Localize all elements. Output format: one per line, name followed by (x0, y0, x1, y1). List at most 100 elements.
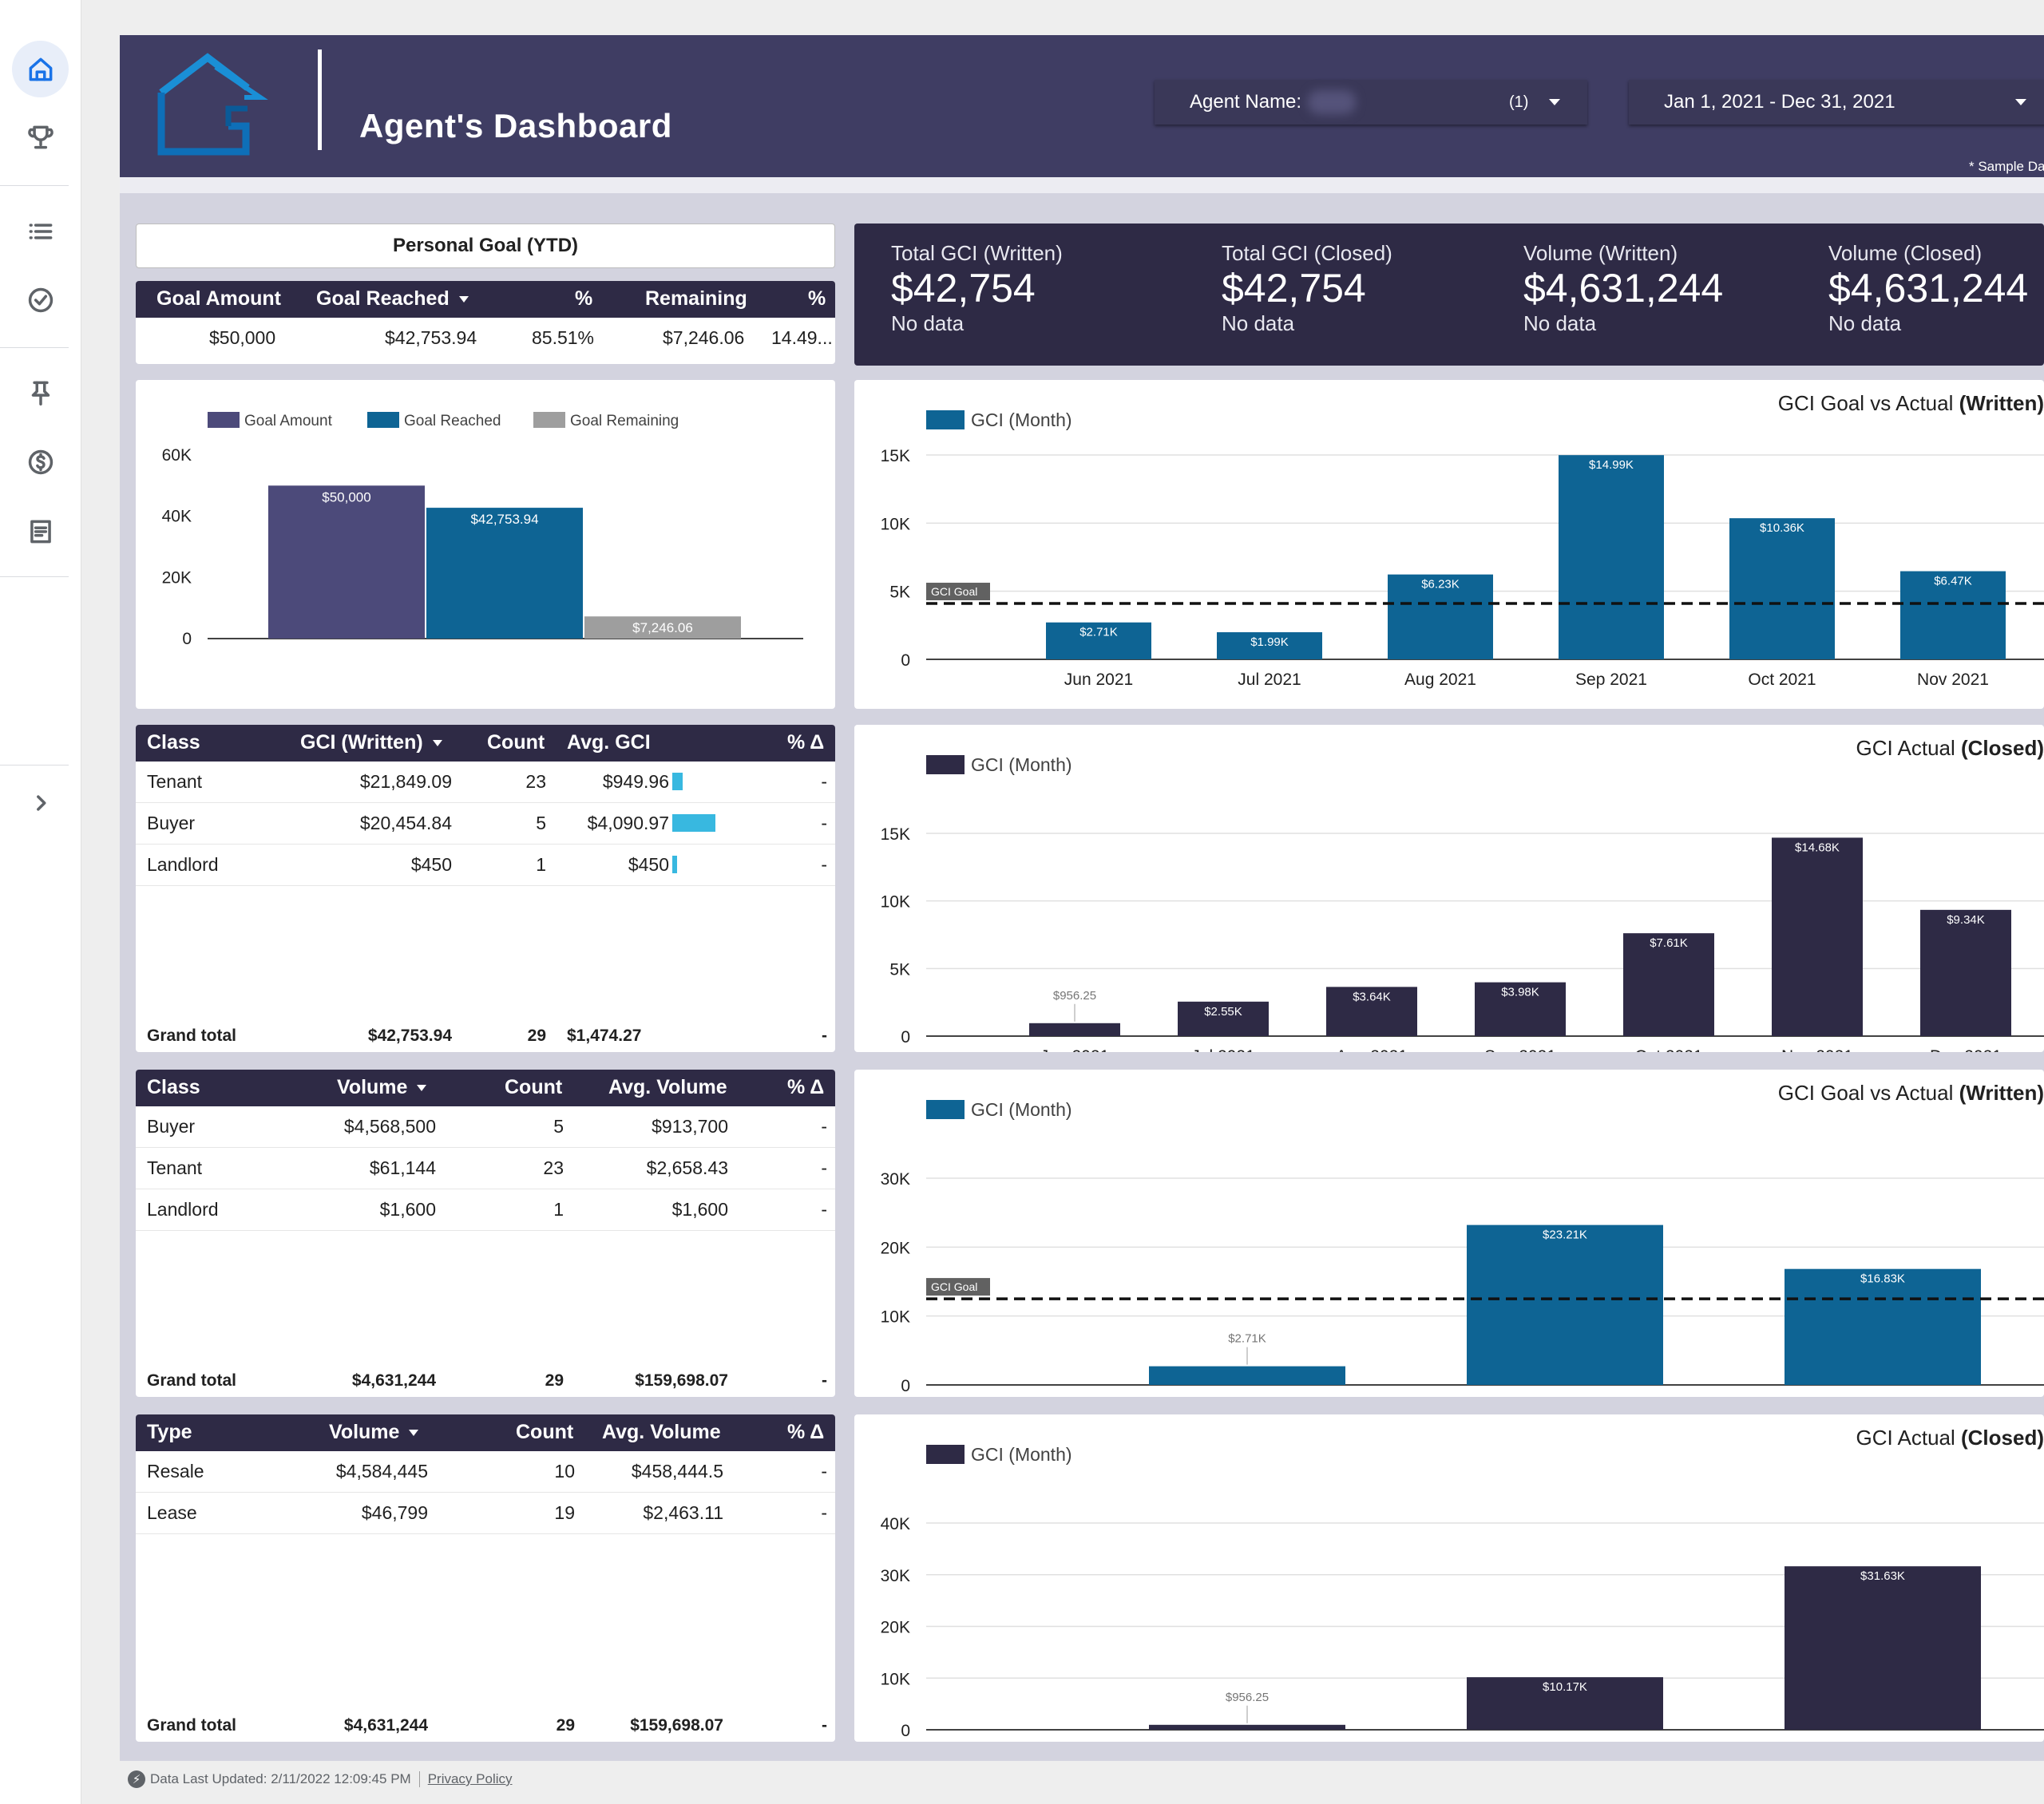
table-header-row: Goal Amount Goal Reached % Remaining % (136, 281, 835, 318)
document-icon[interactable] (12, 503, 69, 560)
privacy-policy-link[interactable]: Privacy Policy (427, 1771, 513, 1786)
table-row[interactable]: Buyer $20,454.84 5 $4,090.97 - (136, 803, 835, 845)
x-tick-label: Nov 2021 (1917, 671, 1989, 689)
table-row[interactable]: Landlord $450 1 $450 - (136, 845, 835, 886)
col-count[interactable]: Count (487, 731, 545, 754)
report-canvas: Agent's Dashboard Agent Name: (1) Jan 1,… (120, 35, 2044, 1761)
sort-desc-icon (458, 296, 469, 303)
col-class[interactable]: Class (147, 731, 200, 754)
col-percent-change[interactable]: % Δ (787, 1421, 825, 1443)
kpi-value: $42,754 (891, 266, 1036, 311)
col-volume[interactable]: Volume (337, 1076, 427, 1099)
goal-label: GCI Goal (931, 1280, 977, 1293)
goal-amount-value: $50,000 (209, 327, 276, 348)
written-quarter-chart-panel: GCI (Month) 0 10K 20K 30K $2.71K Q2, 2021 $23.2… (854, 1070, 2044, 1397)
trophy-icon[interactable] (12, 109, 69, 165)
grand-total-change: - (822, 1716, 827, 1735)
grand-total-count: 29 (545, 1371, 564, 1390)
table-cell: $2,658.43 (646, 1157, 728, 1178)
bar (1217, 632, 1322, 659)
col-percent-remaining[interactable]: % (808, 287, 826, 310)
col-gci-written[interactable]: GCI (Written) (300, 731, 442, 754)
grand-total-volume: $4,631,244 (351, 1371, 436, 1390)
table-cell: - (821, 854, 827, 875)
legend-swatch (926, 410, 965, 429)
col-class[interactable]: Class (147, 1076, 200, 1098)
data-label: $14.99K (1589, 458, 1634, 472)
table-cell: 10 (554, 1461, 575, 1482)
closed-month-chart-panel: GCI (Month) 0 5K 10K 15K $956.25 Jun 2021 $2.55… (854, 725, 2044, 1052)
table-cell: 23 (543, 1157, 564, 1178)
table-cell: - (821, 813, 827, 833)
dollar-circle-icon[interactable] (12, 433, 69, 490)
table-row[interactable]: Tenant $21,849.09 23 $949.96 - (136, 762, 835, 803)
legend-swatch (926, 1445, 965, 1464)
list-icon[interactable] (12, 203, 69, 259)
closed-quarter-chart: GCI (Month) 0 10K 20K 30K 40K $956.25 Q2, 2021 $… (881, 1444, 2044, 1742)
col-type[interactable]: Type (147, 1421, 192, 1443)
gci-by-class-table: Class GCI (Written) Count Avg. GCI % Δ T… (136, 725, 835, 1052)
table-cell: Tenant (147, 771, 203, 792)
col-goal-reached[interactable]: Goal Reached (316, 287, 469, 311)
grand-total-row: Grand total $4,631,244 29 $159,698.07 - (136, 1710, 835, 1742)
x-tick-label: Jun 2021 (1040, 1047, 1109, 1052)
table-row[interactable]: Tenant $61,144 23 $2,658.43 - (136, 1148, 835, 1189)
table-cell: 23 (525, 771, 546, 792)
sample-data-note: * Sample Da (1969, 159, 2044, 174)
sort-desc-icon (409, 1430, 419, 1437)
chart-title: GCI Goal vs Actual (Written) (1777, 391, 2044, 415)
col-avg-volume[interactable]: Avg. Volume (608, 1076, 727, 1098)
x-tick-label: Oct 2021 (1634, 1047, 1702, 1052)
table-row[interactable]: Resale $4,584,445 10 $458,444.5 - (136, 1451, 835, 1493)
kpi-label: Volume (Written) (1523, 241, 1678, 265)
col-percent-change[interactable]: % Δ (787, 731, 825, 754)
data-label: $14.68K (1795, 841, 1840, 854)
y-tick-label: 10K (881, 1670, 910, 1688)
y-tick-label: 10K (881, 515, 910, 533)
y-tick-label: 30K (881, 1170, 910, 1189)
table-cell: $913,700 (652, 1116, 728, 1137)
agent-name-filter[interactable]: Agent Name: (1) (1155, 80, 1587, 125)
table-row[interactable]: Buyer $4,568,500 5 $913,700 - (136, 1106, 835, 1148)
col-percent-change[interactable]: % Δ (787, 1076, 825, 1098)
date-range-filter[interactable]: Jan 1, 2021 - Dec 31, 2021 (1629, 80, 2044, 125)
table-cell: 1 (536, 854, 546, 875)
y-tick-label: 0 (901, 1722, 910, 1740)
y-tick-label: 5K (889, 960, 910, 979)
grand-total-row: Grand total $42,753.94 29 $1,474.27 - (136, 1020, 835, 1052)
home-icon[interactable] (12, 41, 69, 97)
col-avg-volume[interactable]: Avg. Volume (602, 1421, 721, 1443)
table-row[interactable]: Lease $46,799 19 $2,463.11 - (136, 1493, 835, 1534)
x-tick-label: Sep 2021 (1575, 671, 1647, 689)
table-cell: $46,799 (361, 1502, 428, 1523)
col-avg-gci[interactable]: Avg. GCI (567, 731, 651, 754)
col-goal-amount[interactable]: Goal Amount (156, 287, 282, 310)
table-cell: 5 (536, 813, 546, 833)
y-tick-label: 40K (881, 1515, 910, 1533)
table-cell: $1,600 (671, 1199, 728, 1220)
chevron-right-icon[interactable] (12, 774, 69, 831)
col-count[interactable]: Count (516, 1421, 574, 1443)
y-tick-label: 40K (162, 508, 192, 526)
bar (1623, 933, 1714, 1036)
table-cell: - (821, 771, 827, 792)
table-cell: Buyer (147, 813, 196, 833)
grand-total-row: Grand total $4,631,244 29 $159,698.07 - (136, 1365, 835, 1397)
col-remaining[interactable]: Remaining (645, 287, 747, 310)
table-row[interactable]: Landlord $1,600 1 $1,600 - (136, 1189, 835, 1231)
pin-icon[interactable] (12, 364, 69, 421)
table-cell: $1,600 (379, 1199, 436, 1220)
x-tick-label: Aug 2021 (1336, 1047, 1408, 1052)
bar (1149, 1366, 1345, 1385)
bar (1326, 987, 1417, 1036)
data-label: $10.36K (1760, 521, 1804, 535)
col-count[interactable]: Count (505, 1076, 563, 1098)
check-circle-icon[interactable] (12, 271, 69, 328)
col-percent-reached[interactable]: % (575, 287, 593, 310)
table-cell: $4,584,445 (335, 1461, 428, 1482)
closed-month-chart: GCI (Month) 0 5K 10K 15K $956.25 Jun 2021 $2.55… (881, 754, 2044, 1052)
chevron-down-icon (2015, 99, 2026, 105)
data-label: $23.21K (1543, 1228, 1587, 1242)
data-label: $9.34K (1947, 913, 1985, 927)
col-volume[interactable]: Volume (329, 1421, 419, 1444)
